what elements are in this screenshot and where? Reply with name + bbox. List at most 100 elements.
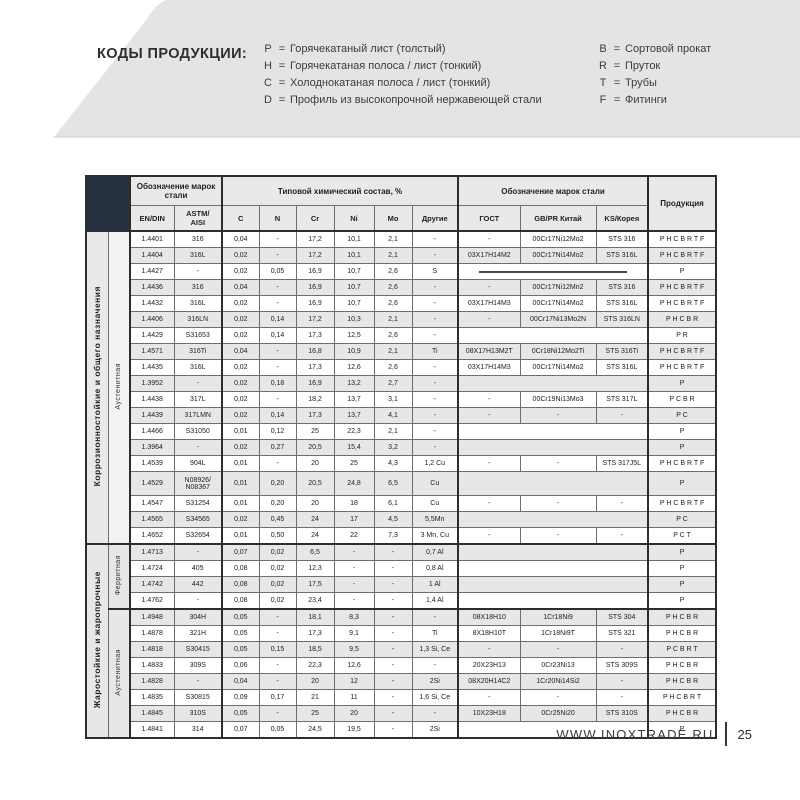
cell-astm: 310S [173,705,223,722]
legend-item: P = Горячекатаный лист (толстый) [262,43,542,60]
cell-cr: 25 [295,423,335,440]
cell-ni: 25 [333,455,375,472]
cell-astm: 316L [173,359,223,376]
cell-ks: STS 316Ti [595,343,650,360]
phase-label: Аустенитная [115,363,123,410]
cell-astm: 316LN [173,311,223,328]
phase-label: Аустенитная [115,649,123,696]
cell-c: 0,04 [221,343,260,360]
header-ks: KS/Корея [595,205,650,232]
cell-en: 1.4724 [129,560,175,577]
cell-ni: - [333,592,375,610]
table-row: 1.4652 S32654 0,01 0,50 24 22 7,3 3 Mn, Cu - - - P … [86,527,717,545]
cell-ni: 20 [333,705,375,722]
cell-other: Cu [411,471,460,496]
cell-gb: - [519,527,597,545]
legend-desc: Фитинги [625,94,667,106]
cell-en: 1.4404 [129,247,175,264]
cell-astm: 904L [173,455,223,472]
cell-astm: - [173,439,223,456]
table-row: 1.4529 N08926/ N08367 0,01 0,20 20,5 24,8 6,5 C… [86,471,717,496]
cell-c: 0,09 [221,689,260,706]
cell-prod: P H C B R [647,673,717,690]
cell-prod: P H C B R T [647,689,717,706]
cell-other: - [411,295,460,312]
cell-mo: - [373,689,413,706]
cell-prod: P C B R [647,391,717,408]
cell-en: 1.4432 [129,295,175,312]
cell-c: 0,07 [221,721,260,739]
cell-mo: - [373,608,413,626]
cell-ni: 10,9 [333,343,375,360]
cell-gb: 00Cr17Ni13Mo2N [519,311,597,328]
cell-c: 0,01 [221,423,260,440]
cell-gost: - [457,527,521,545]
cell-gost: - [457,279,521,296]
cell-other: - [411,423,460,440]
header-en-din: EN/DIN [129,205,175,232]
phase-cell: Аустенитная [107,608,131,739]
cell-en: 1.4742 [129,576,175,593]
header-banner-shape [54,0,800,138]
cell-ni: 9,5 [333,641,375,658]
cell-en: 1.3964 [129,439,175,456]
cell-ks: - [595,641,650,658]
cell-ks: - [595,495,650,512]
cell-gost: 8Х18Н10Т [457,625,521,642]
cell-cr: 16,9 [295,375,335,392]
cell-other: - [411,311,460,328]
cell-n: - [258,279,297,296]
cell-cr: 23,4 [295,592,335,610]
header-gost: ГОСТ [457,205,521,232]
cell-mo: 6,5 [373,471,413,496]
cell-en: 1.4438 [129,391,175,408]
table-row: 1.4435 316L 0,02-17,3 12,6 2,6-03Х17Н14М3 00C… [86,359,717,376]
legend-item: F = Фитинги [597,94,711,111]
cell-en: 1.4539 [129,455,175,472]
cell-en: 1.4427 [129,263,175,280]
cell-cr: 17,3 [295,359,335,376]
cell-mo: - [373,705,413,722]
cell-ni: 13,2 [333,375,375,392]
cell-en: 1.4547 [129,495,175,512]
cell-en: 1.4439 [129,407,175,424]
cell-other: - [411,279,460,296]
cell-mo: 2,1 [373,343,413,360]
cell-gb: 00Cr17Ni12Mn2 [519,279,597,296]
cell-en: 1.4835 [129,689,175,706]
header-product: Продукция [647,175,717,232]
cell-cr: 20 [295,495,335,512]
cell-n: 0,05 [258,721,297,739]
cell-c: 0,06 [221,657,260,674]
table-row: Аустенитная 1.4948 304H 0,05-18,1 8,3- -08Х18… [86,608,717,739]
cell-n: - [258,247,297,264]
cell-prod: P [647,576,717,593]
legend-code: H [264,60,272,72]
table-row: 1.4436 316 0,04-16,9 10,7 2,6- -00Cr17Ni12Mn2… [86,279,717,296]
cell-mo: - [373,673,413,690]
cell-marks [457,592,650,610]
website-link[interactable]: WWW.INOXTRADE.RU [556,726,714,742]
cell-astm: - [173,263,223,280]
cell-n: 0,02 [258,592,297,610]
cell-cr: 20 [295,455,335,472]
cell-marks [457,721,650,739]
table-row: 1.4404 316L 0,02-17,2 10,1 2,1-03Х17Н14М2 00C… [86,247,717,264]
cell-other: - [411,391,460,408]
cell-other: 1,2 Cu [411,455,460,472]
cell-en: 1.4841 [129,721,175,739]
cell-mo: - [373,560,413,577]
cell-ni: 12,6 [333,359,375,376]
cell-prod: P [647,560,717,577]
cell-ks: STS 317L [595,391,650,408]
cell-gb: 1Cr18Ni9Т [519,625,597,642]
cell-gb: 1Cr18Ni9 [519,608,597,626]
cell-n: 0,14 [258,327,297,344]
cell-marks [457,576,650,593]
header-chemical-composition: Типовой химический состав, % [221,175,460,206]
equals-sign: = [613,77,621,89]
cell-ni: 10,1 [333,247,375,264]
cell-gost: - [457,391,521,408]
cell-other: - [411,439,460,456]
cell-prod: P R [647,327,717,344]
